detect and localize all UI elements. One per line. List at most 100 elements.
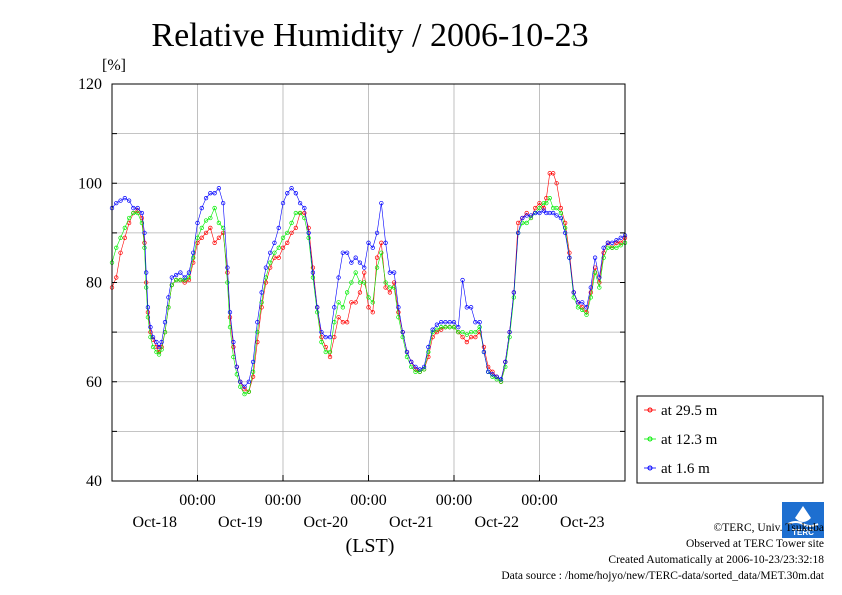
data-point [315, 305, 320, 310]
data-point [182, 280, 187, 285]
data-point [392, 270, 397, 275]
data-point [413, 369, 418, 374]
data-point [227, 315, 233, 320]
data-point [558, 210, 564, 216]
data-point [528, 213, 534, 218]
data-point [614, 238, 619, 243]
series-layer [109, 171, 628, 397]
data-point [541, 200, 546, 206]
data-point [374, 265, 380, 270]
data-point [118, 235, 123, 240]
x-tick-label-midnight: 00:00 [265, 492, 301, 509]
data-point [250, 359, 256, 365]
data-point [280, 235, 286, 240]
data-point [344, 320, 350, 325]
data-point [404, 349, 410, 355]
data-point [186, 270, 192, 275]
data-point [242, 387, 247, 392]
data-point [285, 191, 290, 196]
data-point [259, 290, 264, 295]
data-point [285, 230, 290, 236]
data-point [456, 325, 461, 330]
data-point [528, 215, 534, 221]
data-point [392, 280, 397, 285]
data-point [362, 265, 367, 270]
data-point [145, 315, 151, 320]
data-point [208, 191, 213, 196]
data-point [319, 339, 324, 345]
y-axis-ticks: 40 60 80 100 120 [78, 76, 625, 490]
data-point [584, 312, 589, 317]
data-point [145, 305, 151, 310]
data-point [551, 171, 556, 176]
data-point [340, 250, 346, 255]
data-point [379, 250, 384, 255]
data-point [601, 245, 606, 250]
data-point [344, 250, 350, 255]
data-point [605, 240, 611, 245]
data-point [159, 339, 164, 345]
data-point [150, 344, 156, 350]
data-point [460, 329, 465, 335]
data-point [592, 265, 598, 270]
data-point [344, 290, 350, 295]
data-point [477, 329, 482, 335]
data-point [357, 280, 363, 285]
data-point [114, 200, 119, 206]
data-point [618, 235, 623, 240]
data-point [434, 329, 440, 335]
data-point [533, 205, 538, 211]
series-line [111, 187, 626, 388]
data-point [199, 235, 204, 240]
data-point [131, 205, 136, 211]
data-point [310, 265, 316, 270]
data-point [340, 305, 346, 310]
data-point [250, 374, 256, 379]
copyright-text: ©TERC, Univ. Tsukuba [713, 522, 824, 534]
data-point [148, 334, 153, 340]
x-tick-label-day: Oct-20 [304, 514, 348, 531]
data-point [413, 364, 418, 370]
data-point [490, 374, 495, 379]
data-point [533, 210, 538, 216]
data-point [520, 220, 525, 226]
data-point [118, 198, 123, 203]
data-point [370, 245, 375, 250]
data-point [421, 364, 427, 370]
data-point [250, 369, 256, 374]
data-point [227, 310, 233, 315]
data-point [122, 225, 127, 231]
data-point [212, 205, 217, 211]
data-point [191, 250, 196, 255]
observed-text: Observed at TERC Tower site [685, 538, 824, 550]
data-point [349, 300, 354, 305]
data-point [486, 369, 491, 374]
data-point [302, 205, 307, 211]
data-point [605, 245, 611, 250]
data-point [327, 334, 333, 340]
data-point [379, 200, 384, 206]
data-point [370, 310, 375, 315]
data-point [417, 369, 422, 374]
y-axis-unit-label: [%] [102, 57, 126, 74]
data-point [614, 240, 619, 245]
data-point [178, 270, 183, 275]
series-line [111, 173, 626, 393]
data-point [618, 240, 623, 245]
data-point [148, 325, 153, 330]
data-point [139, 215, 145, 221]
data-point [182, 275, 187, 280]
data-point [255, 320, 260, 325]
data-point [400, 329, 405, 335]
data-point [276, 245, 281, 250]
terc-logo-text: TERC [792, 528, 814, 537]
data-point [563, 225, 568, 231]
data-point [310, 270, 316, 275]
data-point [464, 332, 469, 337]
data-point [443, 320, 448, 325]
data-point [231, 339, 236, 345]
data-point [332, 305, 337, 310]
legend: at 29.5 m at 12.3 m at 1.6 m [636, 395, 824, 484]
data-point [592, 255, 598, 260]
data-point [614, 245, 619, 250]
